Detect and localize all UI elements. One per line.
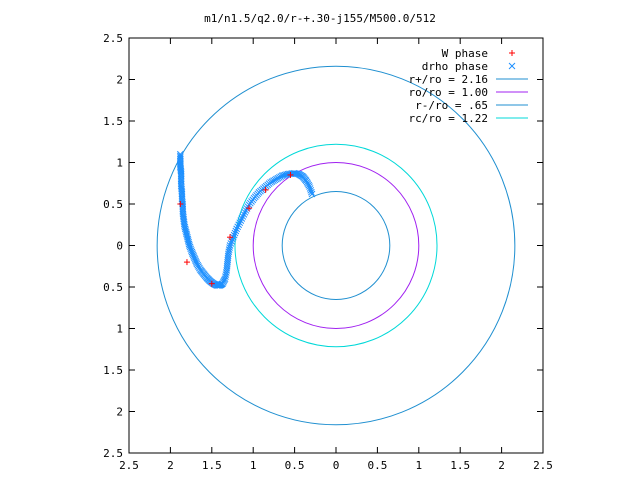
legend-marker [509, 50, 515, 56]
circle-r-ro [281, 191, 391, 300]
drho-point [236, 219, 244, 227]
drho-point [235, 221, 243, 229]
legend-item: W phase [442, 47, 515, 60]
drho-point [240, 211, 248, 218]
legend-label: W phase [442, 47, 488, 60]
legend-item: rc/ro = 1.22 [409, 112, 528, 125]
w-point [246, 205, 253, 212]
circle-r+ro [156, 65, 516, 426]
y-tick-label: 1 [116, 157, 123, 170]
circle-roro [252, 162, 420, 329]
x-tick-label: 2.5 [119, 459, 139, 472]
legend-label: r-/ro = .65 [415, 99, 488, 112]
drho-point [226, 244, 233, 251]
legend-item: r-/ro = .65 [415, 99, 528, 112]
w-point [227, 234, 234, 241]
legend-item: ro/ro = 1.00 [409, 86, 528, 99]
y-tick-label: 2 [116, 74, 123, 87]
x-tick-label: 1.5 [202, 459, 222, 472]
x-tick-label: 0 [333, 459, 340, 472]
drho-point [238, 215, 246, 222]
drho-point [237, 217, 245, 224]
drho-point [234, 223, 242, 231]
w-point [287, 171, 294, 178]
w-point [177, 201, 184, 207]
drho-point [227, 240, 235, 247]
drho-point [307, 186, 315, 194]
legend-label: ro/ro = 1.00 [409, 86, 488, 99]
drho-point [308, 188, 315, 196]
legend-item: r+/ro = 2.16 [409, 73, 528, 86]
y-tick-label: 2 [116, 406, 123, 419]
drho-point [239, 213, 247, 220]
axis-tick-labels: 2.5 2 1.5 1 0.5 0 0.5 1 1.5 2 2.52.521.510.500.511… [103, 32, 553, 472]
y-tick-label: 2.5 [103, 447, 123, 460]
drho-point [244, 203, 252, 211]
legend-marker [508, 62, 516, 70]
x-tick-label: 2.5 [533, 459, 553, 472]
drho-point [306, 185, 314, 192]
drho-point [241, 208, 249, 216]
x-tick-label: 2 [167, 459, 174, 472]
drho-point [294, 170, 301, 178]
y-tick-label: 1.5 [103, 115, 123, 128]
legend-label: r+/ro = 2.16 [409, 73, 488, 86]
y-tick-label: 0.5 [103, 281, 123, 294]
reference-circles [156, 65, 516, 426]
chart-title: m1/n1.5/q2.0/r-+.30-j155/M500.0/512 [204, 12, 436, 25]
w-phase-series [177, 171, 294, 287]
y-tick-label: 1.5 [103, 364, 123, 377]
drho-phase-series [176, 150, 316, 289]
x-tick-label: 1 [415, 459, 422, 472]
axis-ticks [128, 37, 544, 454]
x-tick-label: 1 [250, 459, 257, 472]
x-tick-label: 2 [498, 459, 505, 472]
w-point [208, 280, 215, 287]
x-tick-label: 1.5 [450, 459, 470, 472]
drho-point [306, 183, 313, 190]
drho-point [229, 233, 237, 241]
legend-label: rc/ro = 1.22 [409, 112, 488, 125]
drho-point [232, 227, 240, 235]
drho-point [308, 190, 316, 198]
drho-point [226, 242, 234, 249]
w-point [183, 259, 190, 266]
drho-point [233, 225, 240, 233]
legend-label: drho phase [422, 60, 488, 73]
x-tick-label: 0.5 [285, 459, 305, 472]
y-tick-label: 1 [116, 323, 123, 336]
data-series [176, 150, 316, 289]
x-tick-label: 0.5 [367, 459, 387, 472]
drho-point [231, 229, 239, 237]
y-tick-label: 0.5 [103, 198, 123, 211]
circle-rcro [234, 143, 438, 348]
w-point [262, 186, 269, 193]
y-tick-label: 0 [116, 240, 123, 253]
legend-item: drho phase [422, 60, 516, 73]
y-tick-label: 2.5 [103, 32, 123, 45]
